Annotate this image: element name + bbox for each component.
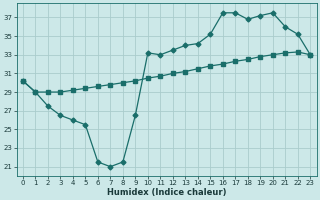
X-axis label: Humidex (Indice chaleur): Humidex (Indice chaleur) — [107, 188, 226, 197]
